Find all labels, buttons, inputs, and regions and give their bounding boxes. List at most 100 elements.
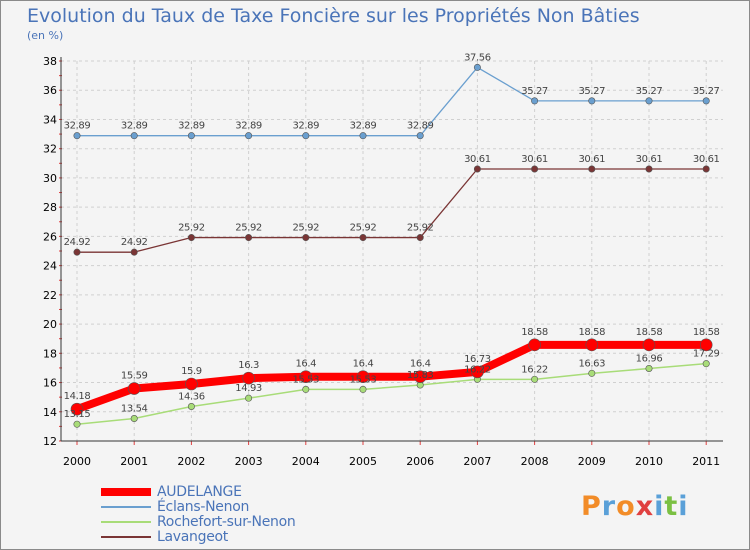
data-point-eclans-nenon xyxy=(702,97,710,105)
logo-letter: r xyxy=(601,491,617,522)
y-tick-label: 36 xyxy=(43,84,57,97)
data-point-audelange xyxy=(471,365,484,379)
data-label-eclans-nenon: 32.89 xyxy=(121,121,148,132)
data-label-rochefort-sur-nenon: 14.36 xyxy=(178,392,205,403)
series-line-rochefort-sur-nenon xyxy=(76,362,707,425)
x-tick-label: 2006 xyxy=(406,455,434,468)
data-point-rochefort-sur-nenon xyxy=(531,375,539,383)
legend-swatch xyxy=(101,488,151,496)
data-label-audelange: 15.59 xyxy=(121,371,148,382)
data-point-audelange xyxy=(356,370,370,383)
data-label-audelange: 16.73 xyxy=(464,354,491,365)
logo-letter: o xyxy=(616,491,636,522)
legend-swatch xyxy=(101,521,151,523)
data-point-lavangeot xyxy=(73,248,81,256)
data-label-eclans-nenon: 32.89 xyxy=(235,121,262,132)
data-label-audelange: 16.4 xyxy=(353,359,374,370)
y-tick-label: 18 xyxy=(43,347,57,360)
data-point-eclans-nenon xyxy=(416,132,424,140)
data-point-audelange xyxy=(299,370,313,383)
x-tick-label: 2002 xyxy=(177,455,205,468)
legend-label: Lavangeot xyxy=(157,529,228,545)
data-point-rochefort-sur-nenon xyxy=(245,394,253,402)
data-point-eclans-nenon xyxy=(187,132,195,140)
data-label-lavangeot: 30.61 xyxy=(578,154,605,165)
data-label-eclans-nenon: 35.27 xyxy=(521,86,548,97)
data-label-audelange: 16.4 xyxy=(410,359,431,370)
data-label-rochefort-sur-nenon: 15.53 xyxy=(292,374,319,385)
data-label-audelange: 16.3 xyxy=(238,360,259,371)
data-label-audelange: 18.58 xyxy=(578,327,605,338)
data-label-audelange: 18.58 xyxy=(636,327,663,338)
data-label-lavangeot: 30.61 xyxy=(521,154,548,165)
series-line-audelange xyxy=(75,340,707,413)
data-point-rochefort-sur-nenon xyxy=(359,385,367,393)
data-label-lavangeot: 30.61 xyxy=(636,154,663,165)
x-tick-label: 2003 xyxy=(235,455,263,468)
data-point-eclans-nenon xyxy=(73,132,81,140)
data-point-rochefort-sur-nenon xyxy=(645,365,653,373)
data-point-lavangeot xyxy=(302,234,310,242)
proxiti-logo: Proxiti xyxy=(581,491,689,522)
data-label-lavangeot: 25.92 xyxy=(407,223,434,234)
data-point-lavangeot xyxy=(531,165,539,173)
data-point-eclans-nenon xyxy=(359,132,367,140)
y-tick-label: 34 xyxy=(43,113,57,126)
data-label-rochefort-sur-nenon: 15.53 xyxy=(350,374,377,385)
data-label-rochefort-sur-nenon: 16.63 xyxy=(578,358,605,369)
y-tick-label: 20 xyxy=(43,318,57,331)
data-point-audelange xyxy=(699,338,713,352)
y-tick-label: 30 xyxy=(43,172,57,185)
legend-label: Rochefort-sur-Nenon xyxy=(157,514,296,530)
data-label-rochefort-sur-nenon: 15.83 xyxy=(407,370,434,381)
data-point-audelange xyxy=(642,338,656,352)
chart-unit: (en %) xyxy=(27,29,64,42)
data-label-eclans-nenon: 32.89 xyxy=(350,121,377,132)
data-label-eclans-nenon: 35.27 xyxy=(578,86,605,97)
data-label-rochefort-sur-nenon: 14.93 xyxy=(235,383,262,394)
data-label-eclans-nenon: 37.56 xyxy=(464,52,491,63)
chart-title: Evolution du Taux de Taxe Foncière sur l… xyxy=(27,5,640,27)
data-label-audelange: 18.58 xyxy=(693,327,720,338)
data-point-rochefort-sur-nenon xyxy=(302,385,310,393)
legend-label: AUDELANGE xyxy=(157,484,242,500)
x-tick-label: 2007 xyxy=(463,455,491,468)
data-label-eclans-nenon: 32.89 xyxy=(292,121,319,132)
data-label-audelange: 14.18 xyxy=(64,391,91,402)
data-label-lavangeot: 30.61 xyxy=(693,154,720,165)
data-point-rochefort-sur-nenon xyxy=(73,420,81,428)
data-point-lavangeot xyxy=(130,248,138,256)
data-point-lavangeot xyxy=(473,165,481,173)
x-tick-label: 2009 xyxy=(578,455,606,468)
logo-letter: i xyxy=(678,491,689,522)
data-point-rochefort-sur-nenon xyxy=(187,403,195,411)
data-point-eclans-nenon xyxy=(473,63,481,71)
data-point-lavangeot xyxy=(416,234,424,242)
y-tick-label: 12 xyxy=(43,435,57,448)
data-point-audelange xyxy=(413,370,427,383)
y-tick-label: 38 xyxy=(43,55,57,68)
data-label-rochefort-sur-nenon: 16.96 xyxy=(636,354,663,365)
series-line-lavangeot xyxy=(77,168,707,253)
logo-letter: P xyxy=(581,491,602,522)
logo-letter: x xyxy=(635,491,655,522)
data-label-rochefort-sur-nenon: 13.54 xyxy=(121,403,148,414)
data-point-rochefort-sur-nenon xyxy=(588,369,596,377)
legend-swatch xyxy=(101,536,151,538)
logo-letter: t xyxy=(664,491,679,522)
data-point-rochefort-sur-nenon xyxy=(130,414,138,422)
data-point-eclans-nenon xyxy=(531,97,539,105)
y-tick-label: 26 xyxy=(43,230,57,243)
data-point-audelange xyxy=(585,338,599,352)
x-tick-label: 2010 xyxy=(635,455,663,468)
y-tick-label: 14 xyxy=(43,406,57,419)
data-label-lavangeot: 30.61 xyxy=(464,154,491,165)
y-tick-label: 28 xyxy=(43,201,57,214)
x-tick-label: 2001 xyxy=(120,455,148,468)
data-label-audelange: 15.9 xyxy=(181,366,202,377)
y-tick-label: 32 xyxy=(43,143,57,156)
data-label-lavangeot: 25.92 xyxy=(178,223,205,234)
data-point-lavangeot xyxy=(187,234,195,242)
data-label-eclans-nenon: 32.89 xyxy=(64,121,91,132)
